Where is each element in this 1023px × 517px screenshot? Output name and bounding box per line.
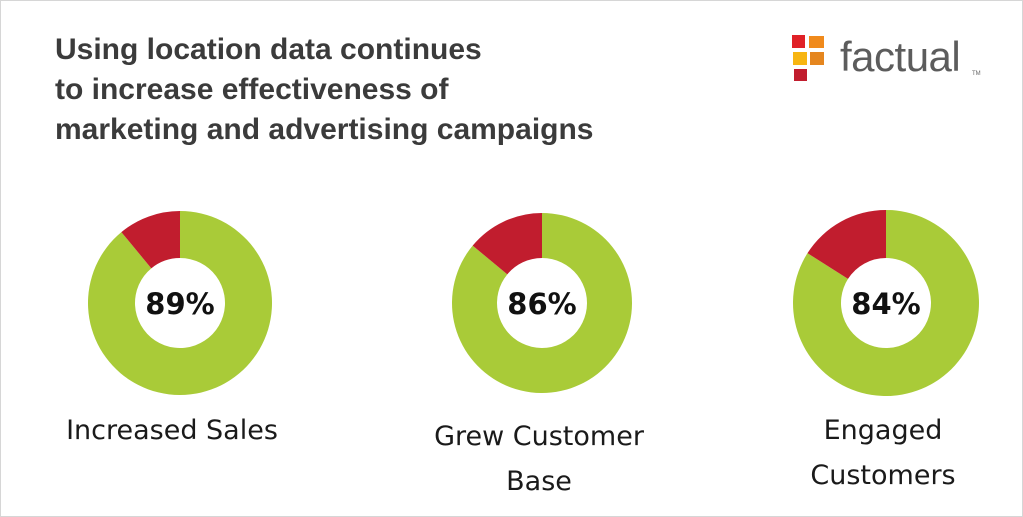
donut-label: Increased Sales [27, 408, 317, 453]
logo-square [809, 36, 824, 48]
label-line: Grew Customer [434, 421, 644, 452]
logo-square [794, 69, 807, 81]
donut-slice-positive [792, 210, 979, 396]
logo-square [793, 52, 807, 65]
donut-value-label: 86% [507, 287, 576, 321]
donut-label: Grew Customer Base [394, 414, 684, 504]
donut-slice-negative [807, 210, 886, 279]
label-line: Customers [810, 460, 956, 491]
label-line: Base [506, 466, 572, 497]
label-line: Engaged [823, 415, 943, 446]
label-line: Increased Sales [66, 415, 278, 446]
donut-slice-positive [451, 213, 632, 393]
donut-value-label: 89% [145, 287, 214, 321]
donut-slice-negative [472, 213, 542, 275]
page-title: Using location data continues to increas… [55, 30, 594, 150]
donut-label: Engaged Customers [738, 408, 1023, 498]
donut-value-label: 84% [851, 287, 920, 321]
factual-logo: factual TM [792, 33, 992, 83]
logo-square [792, 35, 805, 48]
title-line: marketing and advertising campaigns [55, 113, 594, 146]
logo-trademark: TM [972, 71, 981, 77]
title-line: Using location data continues [55, 33, 482, 66]
logo-text: factual [840, 33, 961, 80]
donut-slice-positive [87, 211, 272, 396]
logo-square [810, 52, 824, 65]
donut-slice-negative [121, 211, 180, 269]
title-line: to increase effectiveness of [55, 73, 449, 106]
